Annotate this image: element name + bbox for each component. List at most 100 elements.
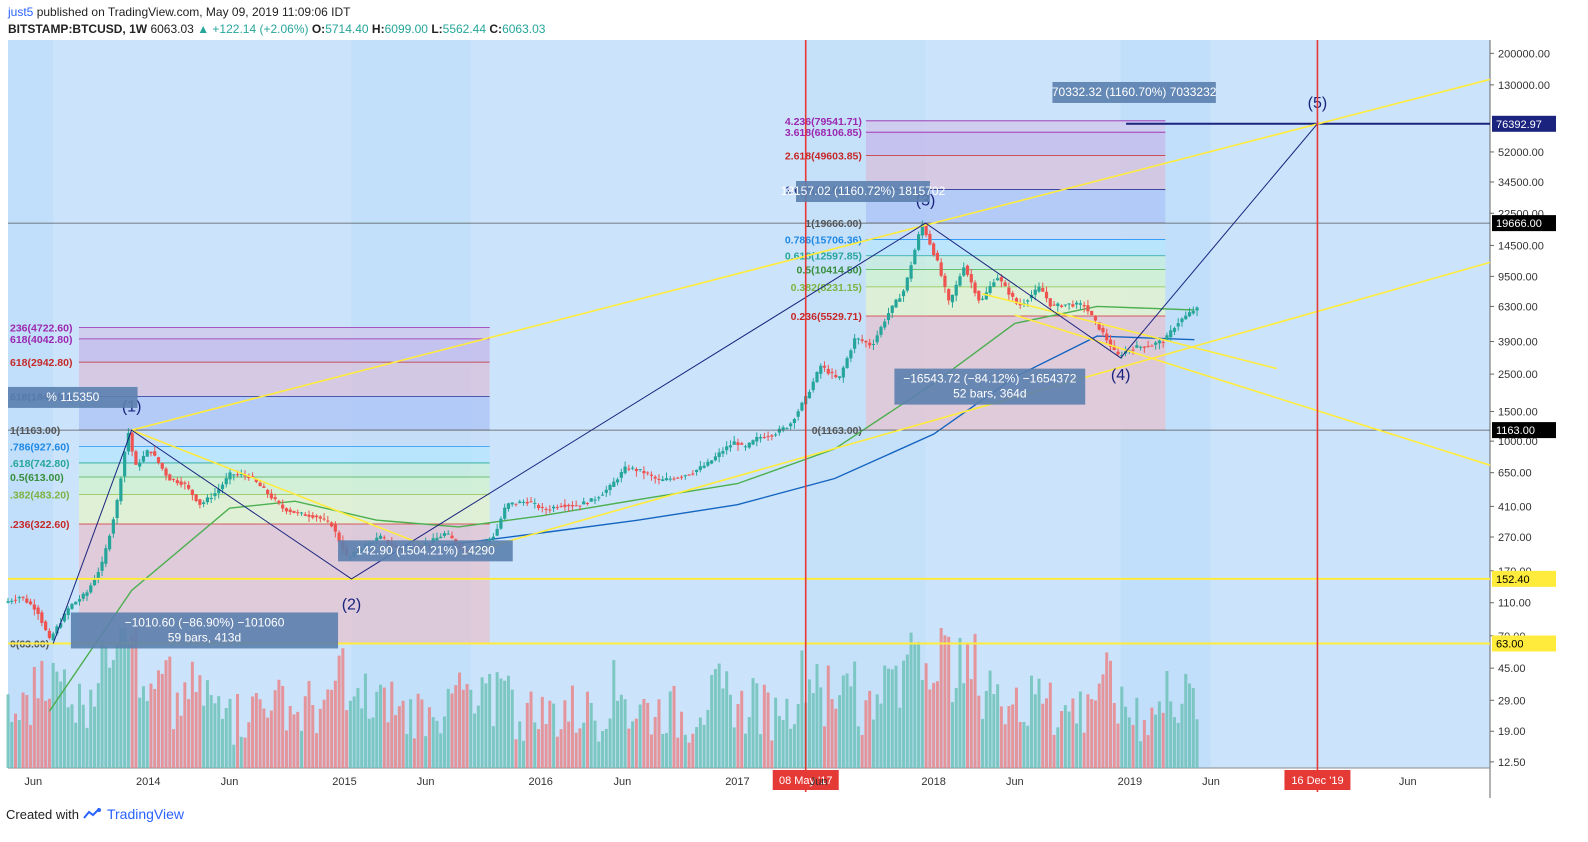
volume-bar (544, 724, 548, 768)
volume-bar (744, 733, 748, 768)
volume-bar (1124, 706, 1128, 768)
trend-line (981, 292, 1277, 370)
volume-bar (213, 703, 217, 768)
price-label: 76392.97 (1496, 119, 1542, 131)
candle-body (916, 234, 921, 250)
volume-bar (292, 714, 296, 768)
volume-bar (476, 705, 480, 768)
measure-label-text: 52 bars, 364d (953, 387, 1026, 401)
candle-body (664, 478, 669, 481)
candle-body (495, 528, 499, 536)
volume-bar (954, 687, 958, 768)
measure-label-box (338, 540, 513, 562)
candle-body (62, 613, 67, 622)
candle-body (725, 446, 729, 451)
volume-bar (811, 693, 815, 768)
tradingview-link[interactable]: TradingView (106, 806, 185, 822)
fib-band (865, 132, 1166, 156)
volume-bar (996, 684, 1000, 768)
volume-bar (44, 700, 48, 768)
volume-bar (1071, 698, 1075, 768)
volume-bar (77, 683, 81, 768)
volume-bar (198, 675, 202, 768)
volume-bar (1165, 671, 1169, 768)
candle-body (284, 508, 289, 512)
volume-bar (819, 687, 823, 768)
candle-body (510, 502, 514, 505)
volume-bar (823, 726, 827, 768)
volume-bar (232, 744, 236, 768)
candle-body (499, 518, 503, 529)
volume-bar (619, 694, 623, 768)
candle-body (570, 505, 575, 507)
volume-bar (236, 693, 240, 768)
candle-body (333, 524, 337, 532)
candle-body (653, 476, 657, 479)
volume-bar (935, 681, 939, 768)
candle-body (66, 608, 70, 616)
measure-label-box (8, 386, 138, 408)
volume-bar (1041, 703, 1045, 768)
fib-band (78, 476, 490, 495)
volume-bar (1180, 703, 1184, 768)
fib-level-label: .382(483.20) (10, 489, 70, 501)
candle-body (774, 434, 778, 436)
volume-bar (1018, 721, 1022, 768)
volume-bar (710, 674, 714, 768)
moving-average-blue (441, 335, 1195, 547)
volume-bar (1116, 723, 1120, 768)
volume-bar (841, 675, 845, 768)
author-link[interactable]: just5 (8, 5, 34, 19)
volume-bar (1007, 706, 1011, 768)
volume-bar (717, 663, 721, 768)
volume-bar (510, 689, 514, 768)
volume-bar (401, 700, 405, 768)
volume-bar (100, 639, 104, 768)
volume-bar (424, 736, 428, 768)
volume-bar (6, 694, 10, 768)
candle-body (800, 402, 804, 411)
volume-bar (465, 683, 469, 768)
wave-label: (2) (342, 597, 362, 614)
candle-body (156, 457, 161, 463)
price-label: 152.40 (1496, 574, 1530, 586)
volume-bar (130, 634, 134, 768)
candle-body (785, 428, 789, 430)
candle-body (732, 441, 736, 445)
fib-level-label: 4.236(79541.71) (785, 116, 862, 128)
volume-bar (96, 683, 100, 768)
candle-body (202, 502, 206, 504)
volume-bar (375, 691, 379, 768)
volume-bar (774, 697, 778, 768)
volume-bar (830, 699, 834, 768)
candle-body (996, 278, 1000, 281)
candle-body (213, 493, 217, 497)
volume-bar (992, 694, 996, 768)
volume-bar (1131, 724, 1135, 768)
volume-bar (947, 636, 951, 768)
candle-body (1059, 305, 1064, 307)
y-tick-label: 1500.00 (1498, 406, 1538, 418)
close-label: C: (489, 22, 503, 36)
volume-bar (337, 655, 341, 768)
volume-bar (29, 724, 33, 768)
volume-bar (631, 721, 635, 768)
volume-bar (672, 685, 676, 768)
candle-body (92, 579, 97, 586)
candle-body (32, 604, 36, 610)
candle-body (999, 277, 1003, 282)
volume-bar (243, 737, 247, 768)
volume-bar (333, 680, 337, 768)
candle-body (868, 342, 872, 346)
candle-body (661, 479, 665, 482)
candle-body (292, 510, 296, 513)
candle-body (314, 515, 319, 518)
fib-level-label: 0.382(8231.15) (791, 282, 862, 294)
volume-bar (608, 718, 612, 768)
candle-body (518, 501, 522, 504)
volume-bar (258, 699, 262, 768)
measure-label-box (796, 180, 930, 202)
volume-bar (439, 733, 443, 768)
candle-body (559, 505, 563, 507)
